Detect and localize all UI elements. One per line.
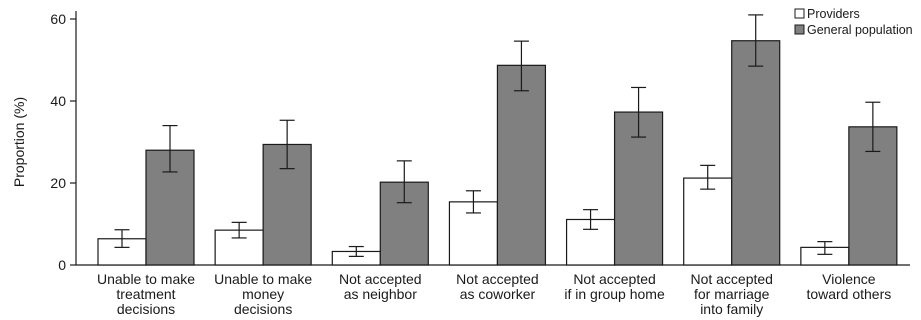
y-tick-label: 0 (58, 257, 66, 273)
error-bar (631, 86, 647, 138)
category-label-line: Not accepted (456, 271, 539, 287)
error-bar (231, 221, 247, 239)
category-label-line: Unable to make (214, 271, 312, 287)
legend-label: Providers (807, 7, 860, 21)
category-label-line: Unable to make (97, 271, 195, 287)
y-tick-label: 20 (50, 175, 66, 191)
error-bar (748, 14, 764, 67)
category-label: Not accepted as coworker (456, 271, 539, 302)
y-tick-label: 60 (50, 11, 66, 27)
category-label: Unable to make treatment decisions (97, 271, 195, 317)
error-bar (700, 164, 716, 190)
category-label-line: money (242, 286, 284, 302)
error-bar (817, 241, 833, 255)
legend: Providers General population (794, 7, 913, 37)
error-bar (114, 229, 130, 248)
category-label-line: Not accepted (339, 271, 422, 287)
y-axis-title: Proportion (%) (11, 97, 27, 187)
category-label: Violence toward others (806, 271, 891, 302)
y-axis: 0 20 40 60 (50, 11, 77, 273)
category-label-line: decisions (234, 301, 292, 317)
category-label: Not accepted if in group home (564, 271, 665, 302)
bars (76, 14, 910, 266)
category-label-line: toward others (806, 286, 891, 302)
category-label-line: treatment (116, 286, 175, 302)
category-label-line: as neighbor (344, 286, 418, 302)
bar-providers (683, 177, 733, 266)
legend-swatch (794, 8, 805, 19)
error-bar (465, 190, 481, 214)
legend-swatch (794, 24, 805, 35)
bar-general-population (496, 64, 547, 266)
error-bar (513, 40, 529, 92)
error-bar (348, 245, 364, 257)
error-bar (162, 124, 178, 173)
category-label-line: Violence (822, 271, 876, 287)
error-bar (583, 209, 599, 230)
error-bar (865, 101, 881, 153)
category-label-line: into family (700, 301, 763, 317)
bar-general-population (731, 40, 781, 266)
category-label: Not accepted as neighbor (339, 271, 422, 302)
category-label-line: decisions (117, 301, 175, 317)
error-bar (396, 160, 412, 204)
category-label-line: if in group home (564, 286, 665, 302)
category-label-line: Not accepted (690, 271, 773, 287)
error-bar (279, 119, 295, 170)
category-label-line: for marriage (694, 286, 770, 302)
category-label-line: as coworker (460, 286, 536, 302)
category-label-line: Not accepted (573, 271, 656, 287)
category-label: Not accepted for marriage into family (690, 271, 773, 317)
category-label: Unable to make money decisions (214, 271, 312, 317)
y-tick-label: 40 (50, 93, 66, 109)
legend-label: General population (807, 23, 913, 37)
